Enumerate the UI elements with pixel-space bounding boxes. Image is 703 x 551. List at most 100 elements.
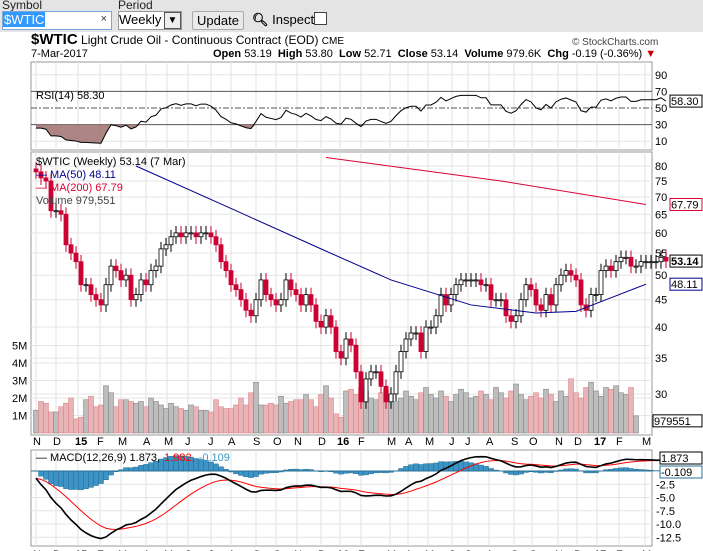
x-axis-label: D: [53, 436, 61, 448]
x-axis-label-bottom: J: [185, 549, 191, 551]
volume-bar: [613, 385, 619, 434]
macd-hist-last-label-box: [659, 465, 703, 479]
volume-bar: [143, 406, 149, 434]
candle-body: [158, 248, 164, 267]
macd-histogram-bar: [423, 463, 429, 472]
x-axis-label: J: [208, 436, 214, 448]
x-axis-label: O: [273, 436, 282, 448]
candle-body: [68, 244, 74, 254]
price-tick: 40: [655, 322, 667, 334]
volume-bar: [208, 411, 214, 434]
candle-body: [223, 261, 229, 272]
candle-body: [488, 284, 494, 301]
price-tick: 35: [655, 353, 667, 365]
candle-body: [298, 294, 304, 306]
macd-histogram-bar: [408, 464, 414, 472]
candle-body: [103, 284, 109, 306]
candle-body: [658, 256, 664, 263]
macd-histogram-bar: [43, 470, 49, 480]
candle-body: [343, 338, 349, 359]
rsi-legend: RSI(14) 58.30: [36, 90, 104, 102]
x-axis-label: 17: [594, 436, 606, 448]
candle-body: [208, 232, 214, 238]
macd-tick: -2.5: [656, 479, 675, 491]
volume-bar: [283, 402, 289, 434]
macd-histogram-bar: [38, 470, 44, 477]
symbol-input[interactable]: $WTIC ×: [2, 11, 112, 30]
volume-bar: [233, 404, 239, 434]
candle-body: [643, 261, 649, 264]
candle-body: [383, 385, 389, 403]
candle-body: [333, 326, 339, 352]
x-axis-label-bottom: A: [486, 549, 494, 551]
x-axis-label-bottom: A: [405, 549, 413, 551]
update-button[interactable]: Update: [192, 11, 244, 30]
clear-icon[interactable]: ×: [100, 13, 107, 25]
volume-bar: [78, 416, 84, 434]
x-axis-label: A: [228, 436, 236, 448]
volume-bar: [528, 395, 534, 434]
candle-body: [453, 284, 459, 296]
candle-body: [178, 232, 184, 238]
macd-histogram-bar: [78, 470, 84, 491]
volume-bar: [63, 402, 69, 434]
volume-bar: [598, 395, 604, 434]
x-axis-label-bottom: J: [208, 549, 214, 551]
candle-body: [98, 299, 104, 306]
volume-bar: [608, 388, 614, 434]
candle-body: [73, 252, 79, 263]
candle-body: [293, 289, 299, 296]
x-axis-label: A: [405, 436, 413, 448]
inspect-checkbox[interactable]: [314, 12, 328, 25]
inspect-toggle[interactable]: 🔍︎ Inspect: [252, 12, 328, 28]
candle-body: [118, 270, 124, 281]
macd-histogram-bar: [218, 466, 224, 472]
volume-bar: [458, 388, 464, 434]
candle-body: [378, 371, 384, 387]
x-axis-label-bottom: M: [118, 549, 127, 551]
price-tick: 65: [655, 209, 667, 221]
macd-histogram-bar: [73, 470, 79, 490]
period-select[interactable]: Weekly ▼: [118, 11, 182, 30]
macd-histogram-bar: [108, 470, 114, 476]
candle-body: [588, 294, 594, 311]
candle-body: [633, 265, 639, 268]
volume-bar: [603, 387, 609, 434]
volume-bar: [278, 395, 284, 434]
chevron-down-icon[interactable]: ▼: [164, 12, 181, 29]
x-axis-label: M: [164, 436, 173, 448]
candle-body: [388, 393, 394, 403]
candle-body: [128, 274, 134, 301]
candle-body: [268, 294, 274, 301]
macd-histogram-bar: [138, 465, 144, 472]
volume-bar: [623, 394, 629, 434]
volume-bar: [333, 413, 339, 434]
volume-tick: 2M: [12, 393, 27, 405]
volume-bar: [103, 385, 109, 434]
volume-bar: [483, 394, 489, 434]
volume-bar: [43, 402, 49, 434]
volume-bar: [403, 390, 409, 434]
macd-histogram-bar: [48, 470, 54, 485]
x-axis-label-bottom: D: [574, 549, 582, 551]
volume-bar: [543, 388, 549, 434]
candle-body: [498, 299, 504, 302]
volume-bar: [353, 394, 359, 434]
candle-body: [653, 261, 659, 264]
candle-body: [648, 261, 654, 264]
candle-body: [438, 294, 444, 317]
candle-body: [543, 294, 549, 311]
x-axis-label: F: [358, 436, 365, 448]
candle-body: [43, 177, 49, 182]
volume-bar: [58, 406, 64, 434]
toolbar: Symbol Period $WTIC × Weekly ▼ Update 🔍︎ I…: [0, 0, 703, 32]
x-axis-label-bottom: N: [33, 549, 41, 551]
x-axis-label-bottom: M: [164, 549, 173, 551]
candle-body: [463, 279, 469, 282]
price-tick: 30: [655, 389, 667, 401]
candle-body: [233, 284, 239, 291]
volume-bar: [153, 401, 159, 434]
volume-bar: [373, 399, 379, 434]
candle-body: [278, 299, 284, 306]
